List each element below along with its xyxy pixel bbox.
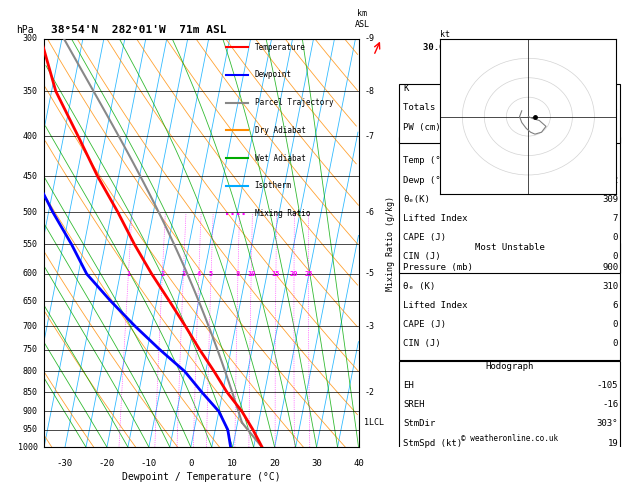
Text: CIN (J): CIN (J) [403, 252, 441, 261]
Text: -2: -2 [364, 387, 374, 397]
Text: -6: -6 [364, 208, 374, 217]
Text: CAPE (J): CAPE (J) [403, 233, 446, 242]
Text: 0: 0 [613, 339, 618, 348]
Text: -20: -20 [99, 459, 115, 469]
Text: 0: 0 [188, 459, 194, 469]
Text: -7: -7 [364, 132, 374, 141]
Text: 5: 5 [209, 271, 213, 277]
Text: © weatheronline.co.uk: © weatheronline.co.uk [461, 434, 558, 443]
Text: 38°54'N  282°01'W  71m ASL: 38°54'N 282°01'W 71m ASL [50, 25, 226, 35]
Text: Lifted Index: Lifted Index [403, 214, 467, 223]
Text: 30: 30 [311, 459, 322, 469]
Bar [399, 84, 620, 143]
Text: -9: -9 [364, 35, 374, 43]
Text: 500: 500 [23, 208, 38, 217]
Text: 700: 700 [23, 322, 38, 330]
Text: 303°: 303° [597, 419, 618, 428]
Text: 400: 400 [23, 132, 38, 141]
Text: Pressure (mb): Pressure (mb) [403, 262, 473, 272]
Text: 550: 550 [23, 240, 38, 249]
Text: 1: 1 [126, 271, 131, 277]
Text: 8: 8 [236, 271, 240, 277]
Text: 10: 10 [247, 271, 255, 277]
Text: 0: 0 [613, 233, 618, 242]
Text: 20: 20 [269, 459, 280, 469]
Text: CAPE (J): CAPE (J) [403, 320, 446, 329]
Text: -3: -3 [364, 322, 374, 330]
Text: 6: 6 [613, 301, 618, 310]
Text: 42: 42 [608, 104, 618, 112]
Bar [399, 243, 620, 360]
Text: kt: kt [440, 30, 450, 39]
Text: 0: 0 [613, 320, 618, 329]
Text: hPa: hPa [16, 25, 33, 35]
Text: θₑ (K): θₑ (K) [403, 282, 435, 291]
Text: -8: -8 [364, 87, 374, 96]
Text: EH: EH [403, 381, 414, 390]
Text: 309: 309 [602, 195, 618, 204]
Text: 750: 750 [23, 345, 38, 354]
Text: 10: 10 [227, 459, 238, 469]
Text: 16.6: 16.6 [597, 156, 618, 165]
Text: 350: 350 [23, 87, 38, 96]
Text: 7: 7 [613, 214, 618, 223]
Text: 900: 900 [23, 407, 38, 416]
Text: 20: 20 [290, 271, 298, 277]
Text: 1LCL: 1LCL [364, 418, 384, 427]
Text: 25: 25 [304, 271, 313, 277]
Text: -105: -105 [597, 381, 618, 390]
Text: 30.05.2024  06GMT (Base: 06): 30.05.2024 06GMT (Base: 06) [423, 43, 574, 52]
Text: -10: -10 [141, 459, 157, 469]
Text: 40: 40 [353, 459, 364, 469]
Text: 600: 600 [23, 269, 38, 278]
Text: 15: 15 [272, 271, 280, 277]
Text: 9.2: 9.2 [602, 175, 618, 185]
Text: SREH: SREH [403, 400, 425, 409]
Text: Mixing Ratio: Mixing Ratio [255, 209, 310, 218]
Text: km
ASL: km ASL [355, 9, 370, 29]
Text: Temperature: Temperature [255, 43, 306, 52]
Text: Totals Totals: Totals Totals [403, 104, 473, 112]
Text: 1000: 1000 [18, 443, 38, 451]
Text: 4: 4 [197, 271, 201, 277]
Text: K: K [403, 84, 408, 93]
Text: Most Unstable: Most Unstable [474, 243, 545, 252]
Text: Dry Adiabat: Dry Adiabat [255, 126, 306, 135]
Text: Lifted Index: Lifted Index [403, 301, 467, 310]
Text: 450: 450 [23, 172, 38, 181]
Text: -16: -16 [602, 400, 618, 409]
Text: Isotherm: Isotherm [255, 181, 292, 191]
Text: Parcel Trajectory: Parcel Trajectory [255, 98, 333, 107]
Text: 900: 900 [602, 262, 618, 272]
Text: -30: -30 [57, 459, 73, 469]
Text: 17: 17 [608, 84, 618, 93]
Text: PW (cm): PW (cm) [403, 122, 441, 132]
Text: 300: 300 [23, 35, 38, 43]
Text: Dewpoint: Dewpoint [255, 70, 292, 79]
Text: Hodograph: Hodograph [486, 362, 533, 371]
Text: StmSpd (kt): StmSpd (kt) [403, 438, 462, 448]
Text: 19: 19 [608, 438, 618, 448]
Text: Dewpoint / Temperature (°C): Dewpoint / Temperature (°C) [122, 471, 281, 482]
Text: 950: 950 [23, 425, 38, 434]
Text: 310: 310 [602, 282, 618, 291]
Text: 800: 800 [23, 367, 38, 376]
Text: 1.8: 1.8 [602, 122, 618, 132]
Bar [399, 362, 620, 459]
Text: Temp (°C): Temp (°C) [403, 156, 452, 165]
Text: 650: 650 [23, 296, 38, 306]
Text: Mixing Ratio (g/kg): Mixing Ratio (g/kg) [386, 195, 395, 291]
Text: CIN (J): CIN (J) [403, 339, 441, 348]
Bar [399, 137, 620, 273]
Text: StmDir: StmDir [403, 419, 435, 428]
Text: Surface: Surface [491, 137, 528, 146]
Text: 850: 850 [23, 387, 38, 397]
Text: θₑ(K): θₑ(K) [403, 195, 430, 204]
Text: 2: 2 [160, 271, 164, 277]
Text: 0: 0 [613, 252, 618, 261]
Text: 3: 3 [181, 271, 186, 277]
Text: Wet Adiabat: Wet Adiabat [255, 154, 306, 163]
Text: -5: -5 [364, 269, 374, 278]
Text: Dewp (°C): Dewp (°C) [403, 175, 452, 185]
